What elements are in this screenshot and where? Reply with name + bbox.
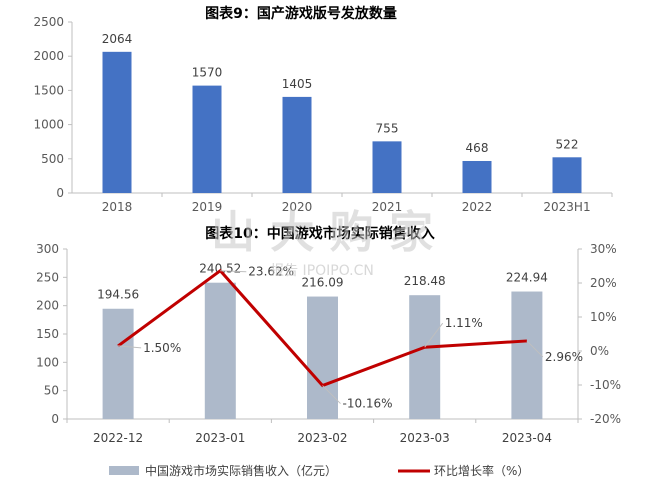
chart2-axes: 0 50 100 150 200 250 300 -20% -10% 0% 10% 20% 30% 202…: [36, 242, 621, 445]
chart1-x-tick-label: 2019: [192, 200, 223, 214]
chart2-y2-tick-label: 0%: [590, 344, 609, 358]
chart2-y2-tick-label: -10%: [590, 378, 621, 392]
chart2-bar: [511, 291, 543, 419]
chart-game-revenue: 图表10：中国游戏市场实际销售收入 0 50 100 150 200 250 300 -20%…: [36, 225, 621, 478]
chart1-x-tick-label: 2021: [372, 200, 403, 214]
chart-versions-issued: 图表9：国产游戏版号发放数量 0 500 1000 1500 2000 2500 2018 2…: [33, 5, 613, 214]
chart2-y2-tick-label: 10%: [590, 310, 617, 324]
chart2-bar-data-label: 240.52: [199, 262, 241, 276]
chart2-x-tick-label: 2023-03: [400, 431, 450, 445]
chart2-y-tick-label: 200: [36, 299, 59, 313]
chart1-title: 图表9：国产游戏版号发放数量: [205, 5, 397, 22]
chart2-line-data-label: 23.62%: [248, 265, 294, 279]
chart2-bar-data-label: 218.48: [404, 274, 446, 288]
watermark-sub: 报告 IPOIPO.CN: [270, 263, 374, 279]
chart2-bar: [102, 308, 134, 419]
chart1-bars: 2064 1570 1405 755 468 522: [102, 32, 582, 193]
chart2-bar-data-label: 224.94: [506, 271, 548, 285]
chart1-x-tick-label: 2018: [102, 200, 133, 214]
chart2-line-data-label: 1.50%: [143, 341, 181, 355]
chart2-x-tick-label: 2022-12: [93, 431, 143, 445]
chart1-bar: [552, 157, 582, 193]
chart2-y-tick-label: 150: [36, 327, 59, 341]
chart1-y-tick-label: 0: [56, 186, 64, 200]
chart2-growth-line: 1.50% 23.62% -10.16% 1.11% 2.96%: [117, 265, 583, 411]
chart1-data-label: 1570: [192, 66, 223, 80]
chart1-data-label: 522: [556, 137, 579, 151]
chart2-y2-tick-label: 30%: [590, 242, 617, 256]
chart1-axes: 0 500 1000 1500 2000 2500 2018 2019 2020 2021 2022…: [33, 15, 613, 214]
chart2-line-leader: [322, 385, 341, 404]
chart1-y-tick-label: 2000: [33, 49, 64, 63]
chart2-title: 图表10：中国游戏市场实际销售收入: [205, 225, 434, 242]
chart1-bar: [192, 85, 222, 193]
chart1-x-tick-label: 2022: [462, 200, 493, 214]
chart2-x-tick-label: 2023-04: [502, 431, 552, 445]
chart2-bar-data-label: 216.09: [302, 276, 344, 290]
chart2-line-leader: [118, 345, 142, 349]
chart2-y-tick-label: 100: [36, 355, 59, 369]
watermark-main: 山 大 购 家: [211, 207, 433, 258]
chart2-y-tick-label: 250: [36, 270, 59, 284]
chart2-bar: [409, 295, 441, 419]
chart2-x-tick-label: 2023-01: [195, 431, 245, 445]
chart2-y-tick-label: 0: [51, 412, 59, 426]
chart1-y-tick-label: 1000: [33, 118, 64, 132]
chart1-y-tick-label: 500: [41, 152, 64, 166]
chart1-x-tick-label: 2023H1: [543, 200, 590, 214]
legend-swatch-revenue: [109, 466, 139, 475]
chart2-line-leader: [526, 340, 544, 358]
chart2-x-tick-label: 2023-02: [297, 431, 347, 445]
chart1-x-tick-label: 2020: [282, 200, 313, 214]
legend-label-revenue: 中国游戏市场实际销售收入（亿元）: [145, 463, 337, 478]
chart2-bar: [204, 282, 236, 419]
chart2-line-data-label: -10.16%: [343, 397, 393, 411]
chart1-bar: [462, 160, 492, 193]
chart2-y2-tick-label: 20%: [590, 276, 617, 290]
legend-label-growth: 环比增长率（%）: [434, 463, 529, 478]
chart2-line-data-label: 2.96%: [545, 350, 583, 364]
chart2-bar: [307, 296, 338, 419]
chart1-bar: [282, 96, 312, 193]
chart2-y2-tick-label: -20%: [590, 412, 621, 426]
chart1-y-tick-label: 1500: [33, 83, 64, 97]
chart1-bar: [372, 141, 402, 193]
chart2-y-tick-label: 300: [36, 242, 59, 256]
chart1-y-tick-label: 2500: [33, 15, 64, 29]
chart2-line-leader: [220, 270, 247, 273]
chart2-y-tick-label: 50: [44, 384, 59, 398]
chart1-data-label: 1405: [282, 77, 313, 91]
chart2-bar-data-label: 194.56: [97, 288, 139, 302]
chart1-bar: [102, 51, 132, 193]
watermark: 山 大 购 家 报告 IPOIPO.CN: [211, 207, 433, 279]
chart1-data-label: 755: [376, 121, 399, 135]
chart2-line-leader: [424, 322, 444, 348]
chart1-data-label: 2064: [102, 32, 133, 46]
chart2-legend: 中国游戏市场实际销售收入（亿元） 环比增长率（%）: [109, 463, 529, 478]
chart1-data-label: 468: [466, 141, 489, 155]
chart2-bars: 194.56 240.52 216.09 218.48 224.94: [97, 262, 548, 419]
chart2-line-data-label: 1.11%: [445, 316, 483, 330]
